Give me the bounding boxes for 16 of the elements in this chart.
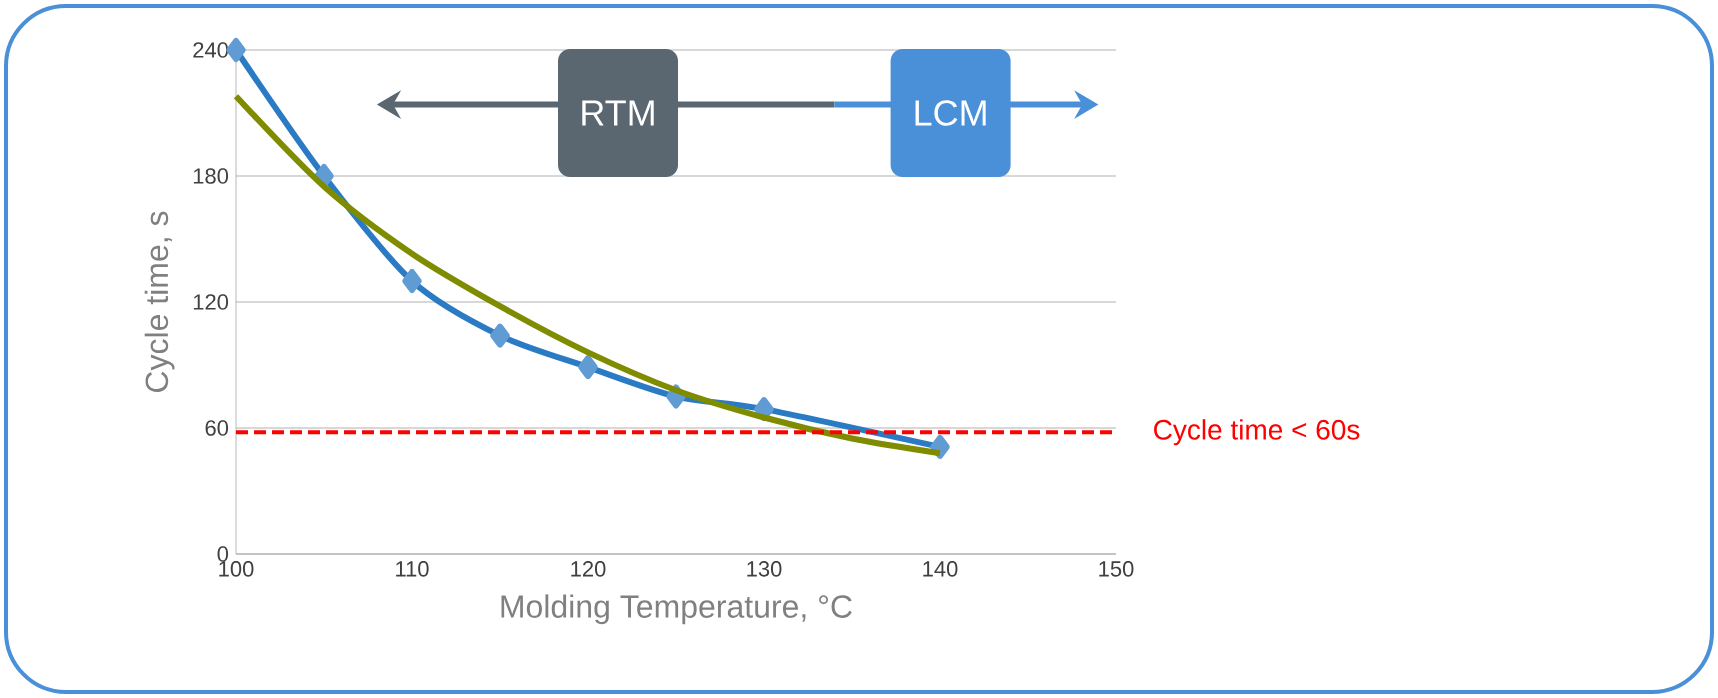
y-tick-label: 60 (205, 420, 229, 436)
x-tick-label: 150 (1099, 561, 1134, 577)
x-tick-label: 100 (219, 561, 254, 577)
x-axis-title: Molding Temperature, °C (501, 594, 852, 625)
ref-line-label: Cycle time < 60s (1154, 419, 1360, 446)
y-axis-title: Cycle time, s (144, 211, 175, 392)
y-tick-label: 240 (193, 42, 229, 58)
x-tick-label: 140 (923, 561, 958, 577)
y-tick-label: 180 (193, 168, 229, 184)
x-tick-label: 130 (747, 561, 782, 577)
y-tick-label: 0 (217, 546, 229, 562)
annotation: LCM (915, 100, 986, 126)
annotation: RTM (582, 100, 654, 126)
y-tick-label: 120 (193, 294, 229, 310)
x-tick-label: 120 (571, 561, 606, 577)
x-tick-label: 110 (396, 561, 429, 577)
